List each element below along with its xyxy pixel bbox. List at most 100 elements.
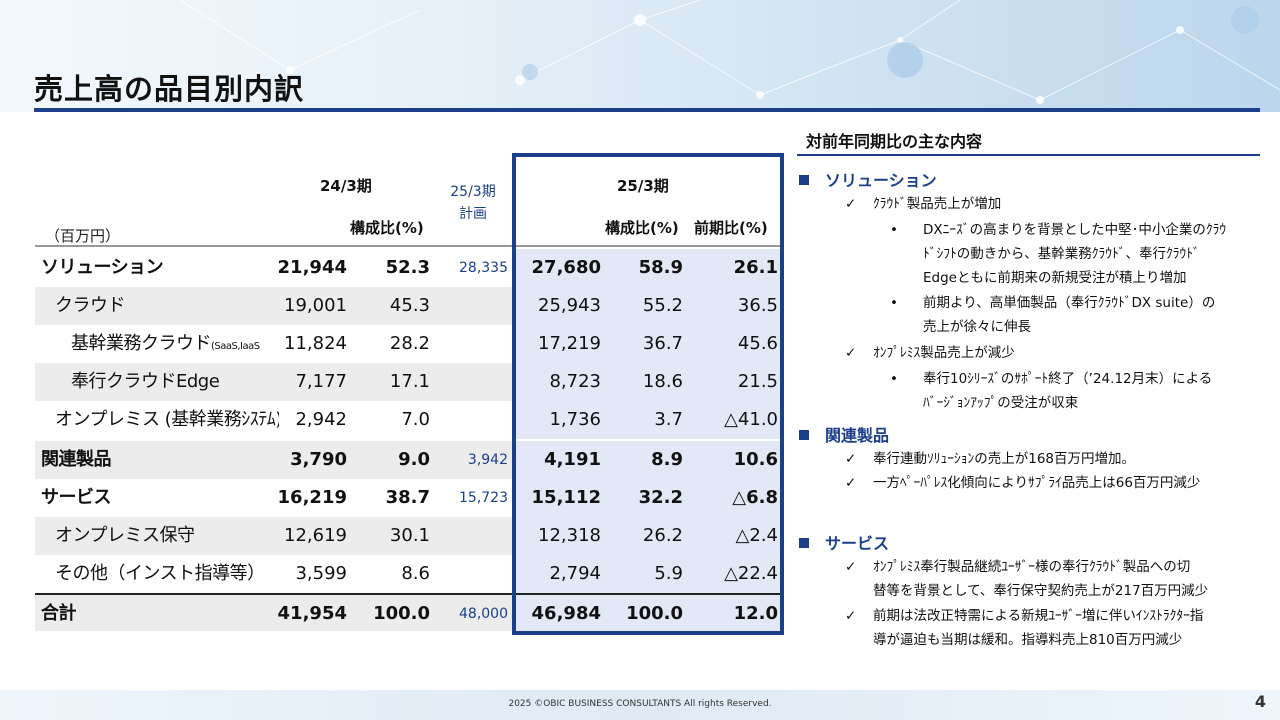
bullet-line: 前期より、高単価製品（奉行ｸﾗｳﾄﾞDX suite）の	[923, 295, 1216, 311]
unit-label: （百万円）	[45, 227, 121, 245]
row-label: 基幹業務クラウド(SaaS,IaaS	[71, 325, 260, 363]
check-point-line: 替等を背景として、奉行保守契約売上が217百万円減少	[873, 583, 1209, 599]
header-plan-line2: 計画	[459, 206, 487, 222]
footer-background	[0, 690, 1280, 720]
prev-value: 3,790	[290, 449, 347, 470]
header-cur-period: 25/3期	[617, 177, 669, 195]
check-point: ✓ 前期は法改正特需による新規ﾕｰｻﾞｰ増に伴いｲﾝｽﾄﾗｸﾀｰ指 導が逼迫も当期…	[845, 604, 1203, 652]
prev-ratio: 52.3	[385, 257, 430, 278]
current-period-band	[515, 479, 780, 517]
panel-title-rule	[797, 154, 1260, 156]
current-period-band	[515, 325, 780, 363]
table-row: その他（インスト指導等） 3,599 8.6 2,794 5.9 △22.4	[35, 555, 780, 593]
check-icon: ✓	[845, 451, 857, 467]
row-label: 関連製品	[41, 449, 111, 470]
yoy-value: △41.0	[724, 409, 778, 430]
row-label-note: (SaaS,IaaS	[211, 341, 260, 352]
current-period-band	[515, 595, 780, 633]
cur-ratio: 100.0	[626, 603, 683, 624]
bullet-icon: •	[890, 371, 898, 387]
bullet-line: ﾊﾞｰｼﾞｮﾝｱｯﾌﾟの受注が収束	[923, 395, 1079, 411]
table-row: クラウド 19,001 45.3 25,943 55.2 36.5	[35, 287, 780, 325]
prev-ratio: 17.1	[389, 371, 430, 392]
cur-ratio: 58.9	[638, 257, 683, 278]
bullet-line: 売上が徐々に伸長	[923, 319, 1031, 335]
bullet-icon: •	[890, 295, 898, 311]
check-point: ✓ ｵﾝﾌﾟﾚﾐｽ製品売上が減少	[845, 341, 1015, 365]
cur-value: 27,680	[531, 257, 601, 278]
cur-value: 2,794	[549, 563, 601, 584]
bullet-icon: •	[890, 222, 898, 238]
table-row: 基幹業務クラウド(SaaS,IaaS 11,824 28.2 17,219 36…	[35, 325, 780, 363]
cur-value: 25,943	[538, 295, 601, 316]
current-period-band	[515, 363, 780, 401]
section-heading-service: サービス	[799, 530, 889, 554]
header-prev-period: 24/3期	[320, 177, 372, 195]
header-yoy: 前期比(%)	[694, 219, 768, 237]
check-icon: ✓	[845, 345, 857, 361]
table-row: サービス 16,219 38.7 15,723 15,112 32.2 △6.8	[35, 479, 780, 517]
check-point-line: 導が逼迫も当期は緩和。指導料売上810百万円減少	[873, 632, 1183, 648]
check-icon: ✓	[845, 475, 857, 491]
bullet-item: • 奉行10ｼﾘｰｽﾞのｻﾎﾟｰﾄ終了（’24.12月末）による ﾊﾞｰｼﾞｮﾝ…	[890, 367, 1212, 415]
bullet-line: ﾄﾞｼﾌﾄの動きから、基幹業務ｸﾗｳﾄﾞ、奉行ｸﾗｳﾄﾞ	[923, 246, 1200, 262]
table-row: 関連製品 3,790 9.0 3,942 4,191 8.9 10.6	[35, 441, 780, 479]
prev-ratio: 30.1	[389, 525, 430, 546]
prev-value: 41,954	[277, 603, 347, 624]
current-period-band	[515, 249, 780, 287]
row-label: オンプレミス (基幹業務ｼｽﾃﾑ)	[55, 409, 279, 430]
cur-ratio: 26.2	[642, 525, 683, 546]
row-label: ソリューション	[41, 257, 164, 278]
section-heading-related-products: 関連製品	[799, 422, 889, 446]
current-period-band	[515, 401, 780, 439]
header-plan: 25/3期 計画	[443, 181, 503, 225]
row-label-main: 基幹業務クラウド	[71, 333, 212, 354]
copyright: 2025 ©OBIC BUSINESS CONSULTANTS All righ…	[508, 699, 772, 709]
prev-ratio: 7.0	[401, 409, 430, 430]
current-period-band	[515, 441, 780, 479]
header-cur-ratio: 構成比(%)	[605, 219, 679, 237]
yoy-value: △2.4	[735, 525, 778, 546]
network-decoration	[179, 0, 1280, 104]
cur-value: 12,318	[538, 525, 601, 546]
cur-value: 17,219	[538, 333, 601, 354]
yoy-value: 36.5	[737, 295, 778, 316]
check-point: ✓ 奉行連動ｿﾘｭｰｼｮﾝの売上が168百万円増加。	[845, 447, 1135, 471]
row-label: オンプレミス保守	[55, 525, 195, 546]
cur-ratio: 8.9	[651, 449, 683, 470]
prev-value: 11,824	[284, 333, 347, 354]
panel-title: 対前年同期比の主な内容	[806, 132, 983, 151]
header-background	[0, 0, 1280, 112]
cur-value: 1,736	[549, 409, 601, 430]
current-period-highlight-box	[512, 153, 784, 635]
bullet-line: Edgeともに前期来の新規受注が積上り増加	[923, 270, 1187, 286]
cur-ratio: 55.2	[642, 295, 683, 316]
check-point: ✓ 一方ﾍﾟｰﾊﾟﾚｽ化傾向によりｻﾌﾟﾗｲ品売上は66百万円減少	[845, 471, 1200, 495]
check-icon: ✓	[845, 196, 857, 212]
current-period-band	[515, 555, 780, 593]
row-label: クラウド	[55, 295, 125, 316]
check-point: ✓ ｵﾝﾌﾟﾚﾐｽ奉行製品継続ﾕｰｻﾞｰ様の奉行ｸﾗｳﾄﾞ製品への切 替等を背景と…	[845, 555, 1208, 603]
prev-value: 2,942	[295, 409, 347, 430]
check-icon: ✓	[845, 608, 857, 624]
cur-value: 4,191	[544, 449, 601, 470]
yoy-value: 10.6	[733, 449, 778, 470]
row-label: 奉行クラウドEdge	[71, 371, 220, 392]
cur-ratio: 3.7	[654, 409, 683, 430]
yoy-value: △22.4	[724, 563, 778, 584]
square-bullet-icon	[799, 175, 809, 185]
row-label: サービス	[41, 487, 111, 508]
page-number: 4	[1254, 692, 1266, 711]
table-header-rule	[35, 245, 780, 247]
square-bullet-icon	[799, 430, 809, 440]
prev-value: 3,599	[295, 563, 347, 584]
current-period-band	[515, 517, 780, 555]
prev-value: 12,619	[284, 525, 347, 546]
cur-ratio: 5.9	[654, 563, 683, 584]
cur-ratio: 18.6	[642, 371, 683, 392]
plan-value: 15,723	[459, 490, 508, 506]
section-heading-solution: ソリューション	[799, 167, 937, 191]
cur-ratio: 32.2	[638, 487, 683, 508]
row-label: その他（インスト指導等）	[55, 563, 265, 584]
